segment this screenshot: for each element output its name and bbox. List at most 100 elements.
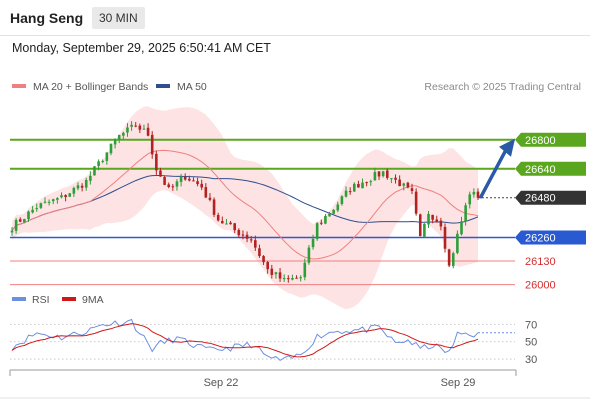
level-tag-26640 — [515, 161, 586, 176]
candle-69 — [295, 275, 298, 279]
candle-84 — [357, 180, 360, 188]
candle-body — [64, 195, 67, 198]
rsi-tick-30: 30 — [525, 354, 537, 366]
legend-swatch-0 — [12, 84, 26, 88]
timeframe-button[interactable]: 30 MIN — [92, 7, 145, 29]
candle-body — [324, 216, 327, 224]
candle-body — [270, 268, 274, 275]
candle-23 — [105, 152, 109, 165]
candle-33 — [146, 123, 150, 137]
bollinger-band-area — [12, 106, 478, 310]
level-label-26260: 26260 — [525, 233, 556, 245]
candle-body — [311, 238, 315, 248]
candle-body — [122, 132, 125, 136]
candle-body — [39, 203, 43, 208]
candle-97 — [410, 183, 414, 195]
candle-body — [117, 135, 121, 140]
candle-67 — [287, 275, 290, 283]
candle-70 — [299, 275, 302, 282]
candle-68 — [291, 274, 294, 281]
candle-79 — [336, 201, 340, 213]
candle-9 — [47, 199, 51, 206]
candle-body — [398, 179, 401, 187]
candle-body — [282, 278, 286, 280]
candle-26 — [117, 134, 121, 144]
candle-body — [72, 187, 76, 194]
candle-body — [278, 272, 282, 279]
candle-body — [130, 124, 133, 127]
candle-body — [410, 188, 414, 191]
candle-65 — [278, 268, 282, 282]
candle-body — [369, 181, 373, 183]
candle-body — [377, 171, 381, 177]
candle-body — [249, 239, 253, 241]
candle-body — [336, 204, 340, 211]
candle-body — [295, 277, 298, 279]
candle-55 — [237, 228, 241, 238]
candle-body — [229, 222, 232, 225]
bollinger-bands — [12, 106, 478, 310]
level-tag-26260 — [515, 230, 586, 245]
candle-24 — [109, 143, 113, 156]
candle-body — [307, 247, 311, 263]
candle-45 — [196, 177, 199, 187]
candle-body — [31, 209, 34, 213]
candle-81 — [344, 186, 348, 198]
candle-54 — [233, 222, 236, 234]
candle-96 — [406, 181, 410, 189]
rsi-tick-50: 50 — [525, 337, 537, 349]
candle-body — [216, 214, 220, 221]
level-label-26640: 26640 — [525, 164, 556, 176]
candle-111 — [468, 191, 472, 209]
candle-body — [381, 171, 385, 177]
candle-body — [447, 249, 451, 266]
candle-94 — [398, 175, 401, 187]
candle-27 — [122, 131, 125, 140]
candle-71 — [303, 258, 307, 281]
candle-body — [97, 161, 100, 166]
candle-body — [188, 178, 191, 181]
candle-body — [68, 193, 72, 197]
candle-body — [14, 219, 18, 231]
candle-4 — [27, 210, 30, 222]
candle-body — [196, 181, 199, 185]
candle-7 — [39, 202, 43, 210]
candle-106 — [447, 248, 451, 268]
candle-body — [414, 191, 418, 214]
rsi-legend-label-1: 9MA — [82, 294, 104, 306]
candle-100 — [423, 223, 426, 238]
level-tag-26800 — [515, 132, 586, 147]
candle-body — [258, 248, 261, 257]
candle-107 — [451, 251, 455, 269]
candle-body — [427, 213, 430, 225]
candle-body — [245, 234, 249, 239]
candle-body — [89, 175, 92, 181]
candle-body — [476, 191, 480, 198]
candle-17 — [80, 183, 84, 192]
level-tag-26480 — [515, 190, 586, 205]
candle-body — [390, 178, 393, 180]
candle-body — [175, 181, 179, 187]
level-label-26800: 26800 — [525, 135, 556, 147]
candle-body — [60, 195, 63, 198]
candle-43 — [188, 175, 191, 182]
candle-41 — [179, 173, 183, 187]
candle-body — [27, 211, 30, 220]
candle-body — [126, 127, 129, 133]
candle-31 — [138, 123, 142, 134]
candle-51 — [221, 216, 224, 224]
candle-38 — [167, 182, 171, 189]
candle-body — [418, 214, 422, 237]
candle-body — [163, 177, 166, 185]
candle-8 — [43, 197, 47, 204]
candle-body — [84, 179, 88, 188]
rsi-line — [11, 318, 479, 362]
candle-21 — [97, 159, 100, 171]
candle-body — [352, 183, 356, 192]
candle-body — [51, 199, 55, 202]
candle-body — [315, 223, 319, 240]
candle-49 — [212, 197, 216, 218]
candle-body — [332, 209, 335, 214]
chart-header: Hang Seng 30 MIN — [0, 0, 590, 36]
